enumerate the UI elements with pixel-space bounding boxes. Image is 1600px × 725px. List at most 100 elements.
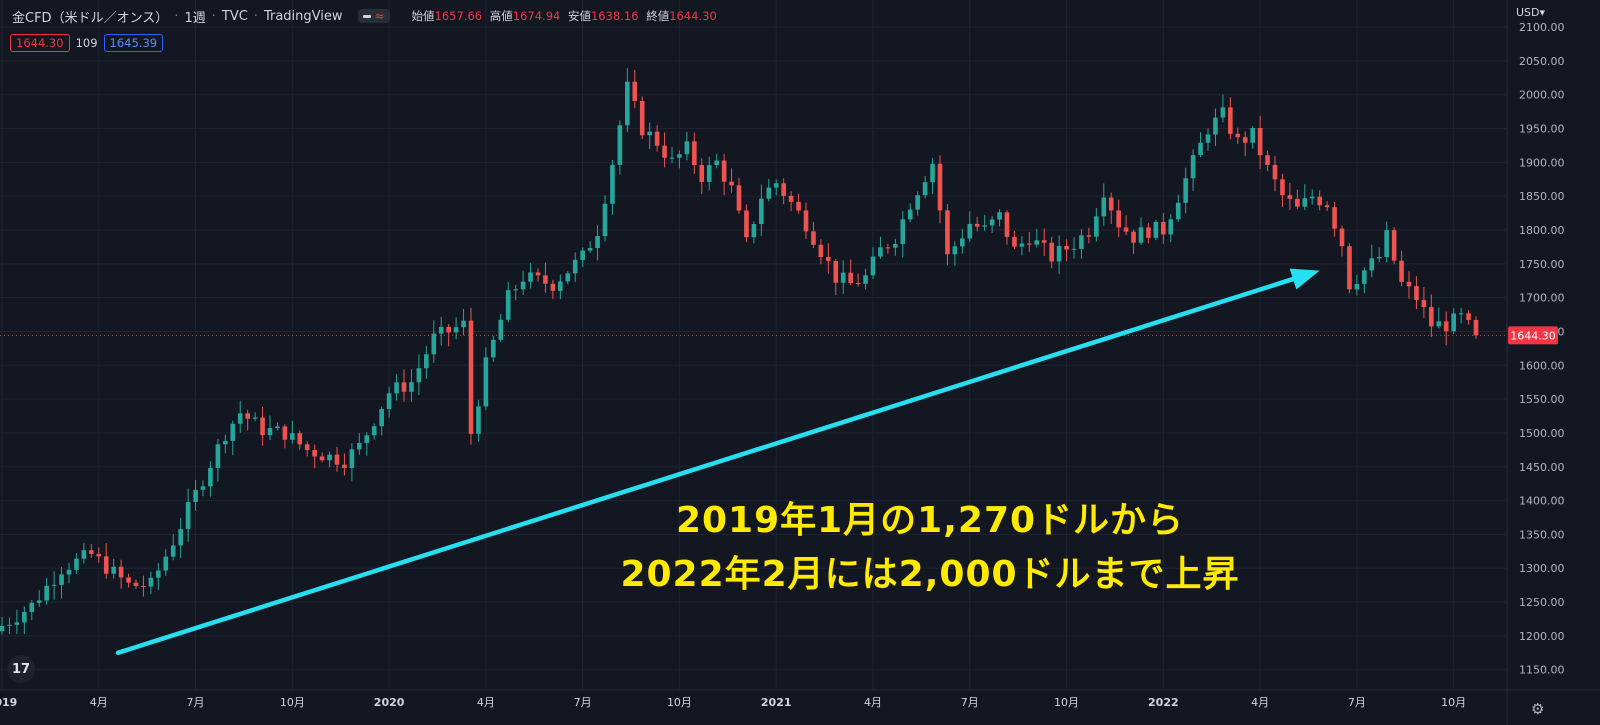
time-tick-label: 7月 [574,696,592,709]
candle-body [736,185,742,211]
candle-body [788,195,794,202]
time-tick-label: 10月 [1441,696,1466,709]
price-tick-label: 1750.00 [1519,258,1565,271]
candle-body [126,577,131,583]
tradingview-logo[interactable]: 17 [7,655,35,683]
candle-body [185,502,191,530]
candle-body [960,238,965,247]
candle-body [610,164,615,204]
candle-body [989,219,995,226]
candle-body [520,281,526,290]
candle-body [1228,107,1233,134]
candle-body [357,442,362,450]
annotation-arrow-head [1289,268,1320,290]
candle-body [1324,205,1330,208]
candle-body [156,570,161,578]
candle-body [1056,245,1062,262]
time-tick-label: 2019 [0,696,17,709]
bid-ask-row: 1644.30 109 1645.39 [10,34,164,52]
candle-body [505,290,511,320]
interval-label[interactable]: 1週 [184,10,206,26]
sell-price-button[interactable]: 1644.30 [10,34,70,52]
candle-body [1235,133,1241,138]
candle-body [1429,307,1434,327]
candle-body [1250,127,1255,143]
candle-body [915,195,920,210]
candle-body [476,406,481,434]
price-tick-label: 1150.00 [1519,664,1565,677]
candle-body [870,256,876,276]
candle-body [416,368,422,383]
candle-body [208,468,213,487]
price-tick-label: 1850.00 [1519,190,1565,203]
currency-selector[interactable]: USD▾ [1516,6,1545,19]
candle-body [1183,178,1188,203]
legend-separator: · [174,8,179,24]
symbol-name: 金CFD（米ドル／オンス） [12,10,169,26]
annotation-line-2: 2022年2月には2,000ドルまで上昇 [620,554,1240,595]
price-tick-label: 1800.00 [1519,224,1565,237]
candle-body [1220,107,1226,118]
candle-body [1213,117,1218,135]
ohlc-high-label: 高値 [489,9,513,23]
candle-body [215,444,221,469]
candle-body [714,160,719,166]
legend-toggle-button[interactable]: ≈ [358,9,390,23]
gear-icon[interactable]: ⚙ [1531,700,1545,718]
candle-body [632,81,638,101]
candle-body [386,393,392,410]
candle-body [1451,313,1456,332]
candle-body [721,160,727,182]
candle-body [803,210,809,232]
time-tick-label: 4月 [864,696,882,709]
candle-body [252,417,258,419]
candle-body [1175,202,1181,220]
candle-body [796,201,801,211]
ohlc-high-value: 1674.94 [512,9,561,23]
candle-body [1071,248,1077,250]
candle-body [602,203,608,237]
candle-body [900,219,906,244]
candle-body [446,326,451,333]
candle-body [1004,212,1010,237]
legend-separator: · [211,8,216,24]
candle-body [74,558,79,570]
time-tick-label: 4月 [477,696,495,709]
time-tick-label: 10月 [280,696,305,709]
time-tick-label: 2021 [761,696,792,709]
candle-body [1041,240,1047,243]
annotation-arrow-line [115,276,1296,656]
time-tick-label: 2022 [1148,696,1179,709]
candle-body [237,413,243,424]
candle-body [580,250,585,260]
time-tick-label: 7月 [961,696,979,709]
time-tick-label: 10月 [1054,696,1079,709]
candle-body [379,409,384,427]
symbol-legend[interactable]: 金CFD（米ドル／オンス） · 1週 · TVC · TradingView ≈… [12,7,717,26]
candle-body [1086,235,1092,237]
candle-body [1198,142,1203,156]
candle-body [699,165,705,182]
candle-body [267,428,273,436]
candle-body [550,283,556,291]
buy-price-button[interactable]: 1645.39 [103,34,164,52]
ohlc-values: 始値1657.66 高値1674.94 安値1638.16 終値1644.30 [408,8,717,24]
wave-icon: ≈ [374,9,385,23]
candle-body [1406,281,1412,287]
price-tick-label: 1500.00 [1519,427,1565,440]
candle-body [118,566,124,578]
candle-body [1458,313,1464,315]
candle-body [394,382,399,394]
candle-body [66,569,72,575]
candle-body [677,154,682,158]
candle-body [1391,230,1397,261]
ohlc-open-label: 始値 [411,9,435,23]
candle-body [744,210,749,238]
candle-body [647,131,652,136]
candle-body [401,382,407,392]
price-tick-label: 2000.00 [1519,89,1565,102]
candle-body [468,320,474,434]
candle-body [1123,227,1129,232]
candle-body [170,545,176,557]
